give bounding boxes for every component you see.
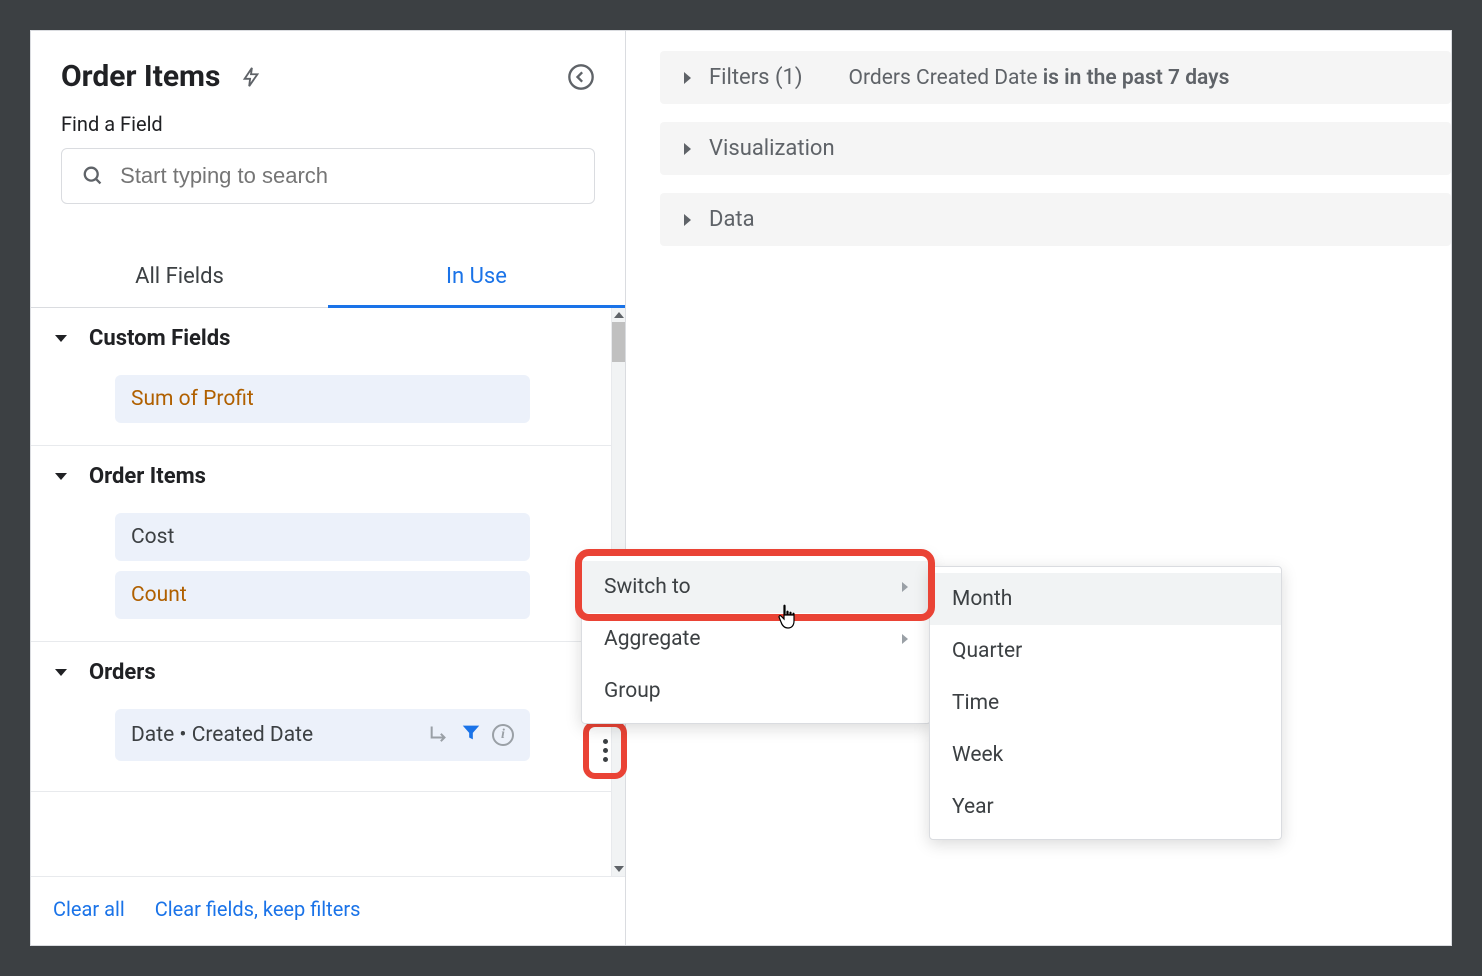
filter-condition: is in the past 7 days	[1043, 66, 1230, 90]
group-label: Order Items	[89, 464, 206, 489]
group-orders: Orders Date • Created Date i	[31, 642, 625, 792]
cursor-pointer-icon	[776, 604, 800, 636]
field-label: Cost	[131, 525, 174, 549]
group-header-orders[interactable]: Orders	[31, 642, 625, 703]
switch-to-submenu: Month Quarter Time Week Year	[929, 566, 1282, 840]
submenu-week[interactable]: Week	[930, 729, 1281, 781]
filter-field-name: Orders Created Date	[849, 66, 1043, 90]
chevron-right-icon	[902, 634, 908, 644]
field-context-menu: Switch to Aggregate Group	[581, 554, 931, 724]
menu-label: Aggregate	[604, 627, 701, 651]
field-created-date[interactable]: Date • Created Date i	[115, 709, 530, 761]
field-label: Date • Created Date	[131, 723, 313, 747]
data-panel[interactable]: Data	[660, 193, 1451, 246]
explore-title: Order Items	[61, 59, 220, 94]
app-window: Order Items Find a Field All Fields In U…	[30, 30, 1452, 946]
group-label: Custom Fields	[89, 326, 230, 351]
group-label: Orders	[89, 660, 156, 685]
menu-label: Quarter	[952, 639, 1022, 663]
menu-group[interactable]: Group	[582, 665, 930, 717]
field-label: Count	[131, 583, 187, 607]
group-header-custom-fields[interactable]: Custom Fields	[31, 308, 625, 369]
search-icon	[82, 164, 104, 188]
field-label: Sum of Profit	[131, 387, 254, 411]
field-tabs: All Fields In Use	[31, 248, 625, 308]
search-input[interactable]	[120, 163, 574, 189]
field-actions: i	[428, 721, 514, 749]
field-sum-of-profit[interactable]: Sum of Profit	[115, 375, 530, 423]
filters-label: Filters (1)	[709, 65, 803, 90]
chevron-right-icon	[684, 72, 691, 84]
chevron-down-icon	[55, 669, 67, 676]
tab-all-fields[interactable]: All Fields	[31, 248, 328, 308]
field-cost[interactable]: Cost	[115, 513, 530, 561]
menu-label: Switch to	[604, 575, 691, 599]
menu-label: Time	[952, 691, 999, 715]
collapse-panel-icon[interactable]	[567, 63, 595, 91]
info-icon[interactable]: i	[492, 724, 514, 746]
filter-icon[interactable]	[460, 721, 482, 749]
group-header-order-items[interactable]: Order Items	[31, 446, 625, 507]
kebab-highlight	[583, 721, 627, 779]
find-field-label: Find a Field	[31, 112, 625, 148]
menu-label: Group	[604, 679, 661, 703]
chevron-right-icon	[684, 143, 691, 155]
field-list: Custom Fields Sum of Profit Order Items …	[31, 308, 625, 876]
viz-label: Visualization	[709, 136, 835, 161]
field-picker-sidebar: Order Items Find a Field All Fields In U…	[31, 31, 626, 945]
sidebar-header: Order Items	[31, 31, 625, 112]
submenu-month[interactable]: Month	[930, 573, 1281, 625]
search-box[interactable]	[61, 148, 595, 204]
data-label: Data	[709, 207, 755, 232]
clear-all-link[interactable]: Clear all	[53, 897, 125, 921]
group-custom-fields: Custom Fields Sum of Profit	[31, 308, 625, 446]
menu-switch-to[interactable]: Switch to	[582, 561, 930, 613]
menu-label: Month	[952, 587, 1012, 611]
chevron-down-icon	[55, 473, 67, 480]
group-order-items: Order Items Cost Count	[31, 446, 625, 642]
pivot-icon[interactable]	[428, 721, 450, 749]
submenu-time[interactable]: Time	[930, 677, 1281, 729]
submenu-year[interactable]: Year	[930, 781, 1281, 833]
visualization-panel[interactable]: Visualization	[660, 122, 1451, 175]
more-options-icon[interactable]	[603, 739, 608, 762]
quick-start-icon[interactable]	[240, 63, 262, 91]
menu-label: Year	[952, 795, 994, 819]
chevron-right-icon	[902, 582, 908, 592]
tab-in-use[interactable]: In Use	[328, 248, 625, 308]
field-count[interactable]: Count	[115, 571, 530, 619]
filter-summary: Orders Created Date is in the past 7 day…	[849, 66, 1230, 90]
chevron-right-icon	[684, 214, 691, 226]
chevron-down-icon	[55, 335, 67, 342]
filters-panel[interactable]: Filters (1) Orders Created Date is in th…	[660, 51, 1451, 104]
submenu-quarter[interactable]: Quarter	[930, 625, 1281, 677]
sidebar-footer: Clear all Clear fields, keep filters	[31, 876, 625, 945]
clear-fields-link[interactable]: Clear fields, keep filters	[155, 897, 361, 921]
scroll-thumb[interactable]	[612, 322, 625, 362]
menu-label: Week	[952, 743, 1003, 767]
menu-aggregate[interactable]: Aggregate	[582, 613, 930, 665]
